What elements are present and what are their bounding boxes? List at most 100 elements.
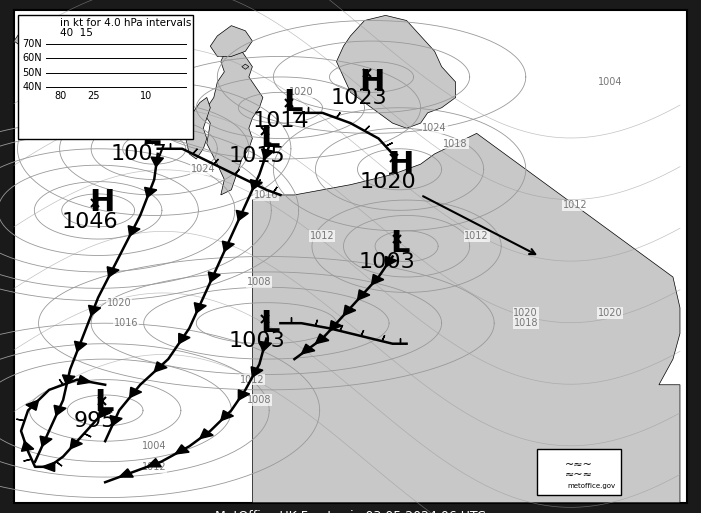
Text: H: H [359,68,384,96]
Text: 60N: 60N [22,53,42,64]
Text: 1003: 1003 [359,252,415,271]
Text: 1020: 1020 [289,87,314,97]
Polygon shape [56,462,62,466]
Text: L: L [141,122,161,150]
Polygon shape [336,112,340,118]
Polygon shape [386,143,393,146]
Text: 1016: 1016 [114,318,138,328]
Polygon shape [40,436,52,446]
Polygon shape [256,180,261,185]
Polygon shape [175,445,189,454]
Polygon shape [54,405,66,416]
Polygon shape [301,344,315,354]
Text: 1020: 1020 [513,308,538,318]
Polygon shape [62,375,75,385]
Text: 40N: 40N [22,82,42,92]
Text: metoffice.gov: metoffice.gov [568,483,615,489]
Text: 1046: 1046 [62,212,118,231]
Text: L: L [94,388,114,417]
Polygon shape [70,439,82,449]
Polygon shape [221,410,233,421]
Text: 1004: 1004 [142,441,166,451]
Text: 10: 10 [140,91,152,102]
Text: 1018: 1018 [444,139,468,149]
Text: 1024: 1024 [422,123,447,133]
Polygon shape [315,320,318,326]
Polygon shape [119,469,133,477]
Text: 1015: 1015 [229,147,285,166]
Text: 80: 80 [55,91,67,102]
Polygon shape [235,169,240,174]
Polygon shape [343,305,355,315]
Text: ~≈~
≈~≈: ~≈~ ≈~≈ [565,460,593,480]
Text: L: L [260,309,280,338]
Text: 1004: 1004 [598,77,622,87]
Polygon shape [84,433,91,437]
Polygon shape [208,272,220,282]
Polygon shape [14,15,98,72]
Polygon shape [261,149,274,159]
Text: 1003: 1003 [229,331,285,351]
Text: 1012: 1012 [142,462,167,472]
Text: 50N: 50N [22,68,42,78]
Bar [537,449,621,495]
Polygon shape [88,305,101,315]
Text: H: H [89,188,114,217]
Polygon shape [386,256,397,267]
Polygon shape [365,126,369,131]
Polygon shape [128,226,140,236]
Polygon shape [186,97,210,159]
Polygon shape [98,408,110,418]
Polygon shape [22,441,34,451]
Text: 1012: 1012 [240,374,265,385]
Text: 1012: 1012 [464,231,489,241]
Polygon shape [74,341,87,351]
Polygon shape [130,387,142,398]
Polygon shape [60,379,63,385]
Polygon shape [179,333,190,344]
Polygon shape [329,321,341,331]
Text: 1008: 1008 [247,277,271,287]
Polygon shape [110,416,122,426]
Polygon shape [340,325,343,331]
Polygon shape [154,362,167,372]
Text: 1008: 1008 [247,395,271,405]
Polygon shape [214,159,219,164]
Polygon shape [358,290,369,300]
Polygon shape [107,267,119,277]
Polygon shape [336,15,456,128]
Polygon shape [144,187,157,198]
Text: 1020: 1020 [107,298,132,308]
Polygon shape [194,303,206,313]
Text: 1012: 1012 [310,231,335,241]
Text: 995: 995 [74,411,116,430]
Text: 1023: 1023 [331,89,387,108]
Polygon shape [222,241,234,251]
Text: 1007: 1007 [111,144,167,164]
Polygon shape [250,180,262,190]
Polygon shape [26,400,39,410]
Polygon shape [151,157,163,167]
Text: 1014: 1014 [252,111,308,130]
Bar [18,15,193,139]
Text: 40  15: 40 15 [60,28,93,38]
Text: 1024: 1024 [191,164,216,174]
Polygon shape [252,133,680,503]
Polygon shape [200,429,213,439]
Polygon shape [242,64,249,69]
Polygon shape [273,187,277,192]
Text: L: L [283,88,303,117]
Text: 1020: 1020 [597,308,622,318]
Text: 1016: 1016 [254,190,278,200]
Text: L: L [390,229,409,258]
Text: MetOffice UK Fronts vie 03.05.2024 06 UTC: MetOffice UK Fronts vie 03.05.2024 06 UT… [215,510,486,513]
Text: 1012: 1012 [562,200,587,210]
Polygon shape [203,36,263,195]
Polygon shape [42,462,55,471]
Polygon shape [210,26,252,56]
Polygon shape [193,149,198,154]
Polygon shape [259,342,271,351]
Text: 1020: 1020 [360,172,416,192]
Polygon shape [16,419,25,421]
Polygon shape [24,459,32,461]
